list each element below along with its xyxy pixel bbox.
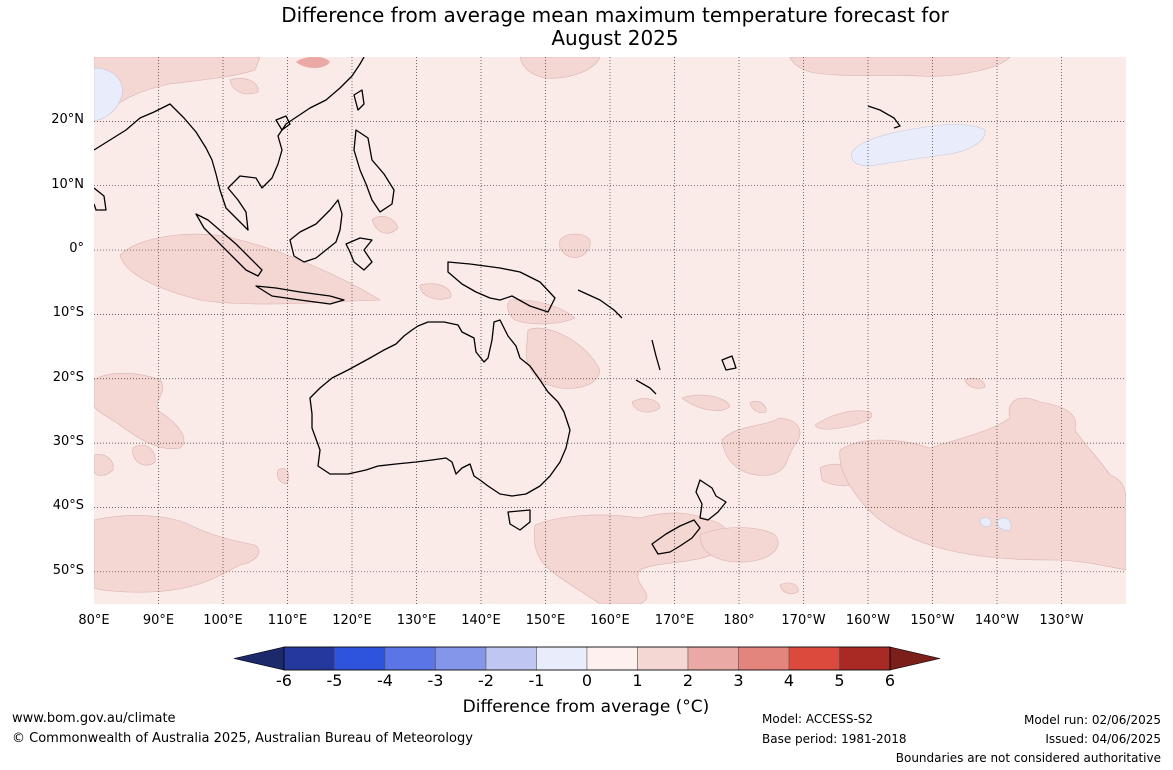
colorbar-high-extend xyxy=(889,646,941,671)
colorbar-tick-label: 0 xyxy=(581,671,593,690)
colorbar-tick-label: 5 xyxy=(834,671,845,690)
coastline-hainan xyxy=(275,115,291,131)
longitude-label: 150°W xyxy=(910,613,955,628)
colorbar-tick-label: -3 xyxy=(427,671,444,690)
coastline-india-tip xyxy=(94,187,107,211)
coastline-new-caledonia xyxy=(635,379,657,395)
colorbar-swatch xyxy=(334,646,386,671)
coastline-philippines xyxy=(353,129,395,213)
longitude-label: 130°E xyxy=(396,613,437,628)
colorbar-swatch xyxy=(283,646,335,671)
latitude-label: 10°N xyxy=(51,176,84,192)
coastline-tasmania xyxy=(507,509,531,531)
longitude-label: 160°E xyxy=(590,613,630,628)
title-line-2: August 2025 xyxy=(551,26,679,50)
colorbar-tick-label: 1 xyxy=(632,671,643,690)
colorbar-tick-label: -1 xyxy=(528,671,545,690)
coastline-taiwan xyxy=(353,89,365,111)
copyright-text: © Commonwealth of Australia 2025, Austra… xyxy=(12,731,473,746)
colorbar-swatch xyxy=(687,646,739,671)
colorbar-tick-label: 6 xyxy=(884,671,896,690)
colorbar-tick-label: -2 xyxy=(478,671,494,690)
title-line-1: Difference from average mean maximum tem… xyxy=(281,3,949,27)
coastline-hawaii xyxy=(867,105,901,129)
longitude-label: 140°E xyxy=(461,613,501,628)
longitude-label: 150°E xyxy=(525,613,566,628)
anomaly-patches-warm xyxy=(94,57,1126,604)
longitude-label: 110°E xyxy=(267,613,308,628)
colorbar-tick-label: -4 xyxy=(377,671,393,690)
longitude-label: 80°E xyxy=(78,613,110,628)
coastline-borneo xyxy=(289,199,343,263)
anomaly-patches-cool xyxy=(94,67,1012,531)
colorbar-swatch xyxy=(485,646,537,671)
map-graticule xyxy=(94,57,1126,604)
colorbar-swatch xyxy=(839,646,891,671)
latitude-label: 10°S xyxy=(52,305,84,321)
longitude-label: 140°W xyxy=(974,613,1020,628)
forecast-map xyxy=(94,57,1126,671)
colorbar-swatch xyxy=(384,646,436,671)
issued-date: Issued: 04/06/2025 xyxy=(1045,732,1161,746)
latitude-label: 30°S xyxy=(52,434,84,450)
anomaly-patch-hot xyxy=(296,57,330,68)
longitude-label: 90°E xyxy=(142,613,175,628)
colorbar-tick-label: 4 xyxy=(783,671,795,690)
latitude-label: 20°S xyxy=(52,369,84,385)
longitude-label: 130°W xyxy=(1039,613,1084,628)
colorbar-swatch xyxy=(586,646,638,671)
colorbar-tick-label: 3 xyxy=(733,671,744,690)
colorbar-tick-label: -6 xyxy=(276,671,292,690)
coastline-fiji xyxy=(721,355,737,371)
colorbar-tick-label: 2 xyxy=(682,671,694,690)
longitude-label: 180° xyxy=(723,613,755,628)
latitude-label: 0° xyxy=(69,241,84,257)
colorbar-low-extend xyxy=(233,646,285,671)
coastline-asia-mainland xyxy=(94,57,365,231)
coastlines xyxy=(94,57,901,555)
website-link[interactable]: www.bom.gov.au/climate xyxy=(12,711,176,726)
longitude-label: 170°E xyxy=(654,613,695,628)
longitude-label: 160°W xyxy=(845,613,891,628)
colorbar-frame xyxy=(283,646,891,671)
anomaly-layer xyxy=(94,57,1126,604)
chart-title: Difference from average mean maximum tem… xyxy=(0,4,1173,50)
latitude-label: 40°S xyxy=(52,498,84,514)
coastline-vanuatu xyxy=(651,339,661,371)
colorbar-swatch xyxy=(435,646,487,671)
colorbar-swatch xyxy=(738,646,790,671)
colorbar xyxy=(233,646,941,671)
longitude-label: 120°E xyxy=(332,613,372,628)
coastline-australia xyxy=(309,319,571,497)
longitude-label: 100°E xyxy=(203,613,243,628)
coastline-new-zealand-north xyxy=(695,479,727,521)
coastline-java xyxy=(255,285,345,305)
latitude-label: 20°N xyxy=(51,112,84,128)
coastline-sumatra xyxy=(195,213,263,277)
model-name: Model: ACCESS-S2 xyxy=(762,712,874,726)
colorbar-swatch xyxy=(788,646,840,671)
colorbar-tick-label: -5 xyxy=(326,671,343,690)
model-run-date: Model run: 02/06/2025 xyxy=(1023,713,1161,727)
colorbar-swatch xyxy=(536,646,588,671)
latitude-label: 50°S xyxy=(52,562,84,578)
coastline-new-zealand-south xyxy=(651,519,701,555)
colorbar-swatch xyxy=(637,646,689,671)
colorbar-label: Difference from average (°C) xyxy=(462,697,710,717)
coastline-sulawesi xyxy=(345,237,373,271)
longitude-label: 170°W xyxy=(781,613,826,628)
base-period: Base period: 1981-2018 xyxy=(762,732,907,746)
boundaries-disclaimer: Boundaries are not considered authoritat… xyxy=(895,751,1161,765)
coastline-new-guinea xyxy=(447,261,556,313)
coastline-solomon-islands xyxy=(577,289,623,319)
